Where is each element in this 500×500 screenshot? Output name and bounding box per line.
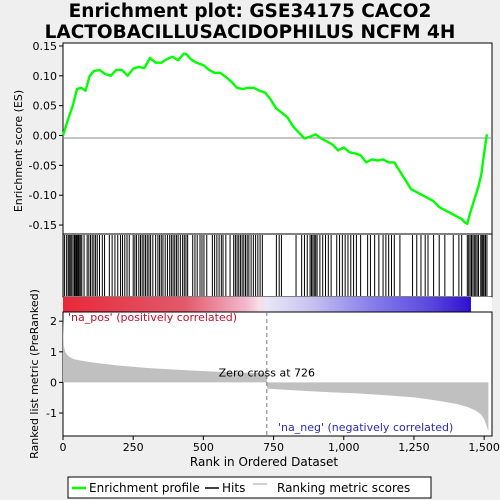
legend-enrichment-label: Enrichment profile xyxy=(89,481,200,495)
legend-box xyxy=(67,476,432,499)
es-profile-line xyxy=(61,52,489,226)
metric-y-tick-label: 0 xyxy=(50,376,57,389)
metric-y-axis: -1 0 1 2 xyxy=(46,315,63,420)
es-y-tick-label: -0.05 xyxy=(29,159,57,172)
x-tick-label: 1,500 xyxy=(468,441,500,454)
es-y-tick-label: 0.15 xyxy=(33,40,58,53)
x-axis-label: Rank in Ordered Dataset xyxy=(190,455,338,469)
ranking-metric-area xyxy=(63,318,489,432)
title-line-1: Enrichment plot: GSE34175 CACO2 xyxy=(68,1,432,22)
x-tick-label: 250 xyxy=(123,441,144,454)
rank-color-bar xyxy=(63,297,471,312)
x-tick-label: 0 xyxy=(60,441,67,454)
metric-y-axis-label: Ranked list metric (PreRanked) xyxy=(28,289,41,459)
x-tick-label: 1,250 xyxy=(398,441,430,454)
pos-correlated-label: 'na_pos' (positively correlated) xyxy=(68,311,237,324)
x-tick-label: 1,000 xyxy=(328,441,360,454)
chart-title: Enrichment plot: GSE34175 CACO2 LACTOBAC… xyxy=(0,1,500,43)
es-y-tick-label: -0.10 xyxy=(29,189,57,202)
es-y-tick-label: 0.05 xyxy=(33,100,58,113)
metric-y-tick-label: 1 xyxy=(50,346,57,359)
metric-y-tick-label: 2 xyxy=(50,315,57,328)
rank-color-bar-tail xyxy=(471,297,492,312)
legend: Enrichment profile Hits Ranking metric s… xyxy=(67,476,432,499)
es-y-tick-label: 0.00 xyxy=(33,130,58,143)
es-y-axis-label: Enrichment score (ES) xyxy=(12,90,25,212)
hits-lines xyxy=(63,235,488,296)
neg-correlated-label: 'na_neg' (negatively correlated) xyxy=(278,421,453,434)
es-y-tick-label: -0.15 xyxy=(29,219,57,232)
metric-x-axis: 0 250 500 750 1,000 1,250 1,500 xyxy=(60,436,500,454)
legend-hits-label: Hits xyxy=(222,481,245,495)
x-tick-label: 750 xyxy=(263,441,284,454)
x-tick-label: 500 xyxy=(193,441,214,454)
es-y-tick-label: 0.10 xyxy=(33,70,58,83)
zero-cross-label: Zero cross at 726 xyxy=(219,366,315,379)
legend-metric-label: Ranking metric scores xyxy=(277,481,410,495)
es-y-axis: -0.15 -0.10 -0.05 0.00 0.05 0.10 0.15 xyxy=(29,40,63,232)
metric-y-tick-label: -1 xyxy=(46,407,57,420)
title-line-2: LACTOBACILLUSACIDOPHILUS NCFM 4H xyxy=(44,22,456,43)
